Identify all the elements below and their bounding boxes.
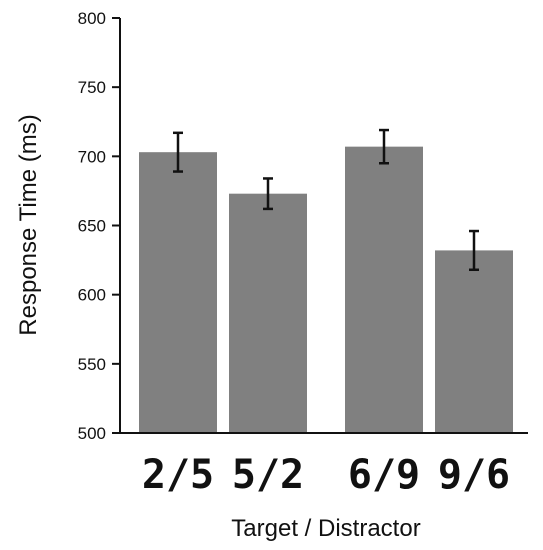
error-bar (173, 131, 183, 173)
y-tick-label: 600 (78, 286, 106, 305)
x-category-label: 9/6 (438, 452, 510, 498)
x-category-label: 5/2 (232, 452, 304, 498)
error-bar (469, 229, 479, 272)
bar-2-5 (139, 152, 217, 433)
y-tick-label: 500 (78, 424, 106, 443)
error-bars-group (173, 128, 479, 272)
y-ticks-group: 500 550 600 650 700 750 800 (78, 9, 120, 443)
y-axis-title: Response Time (ms) (15, 114, 42, 335)
y-tick-label: 750 (78, 78, 106, 97)
bar-5-2 (229, 193, 307, 433)
bar-9-6 (435, 250, 513, 433)
x-category-label: 2/5 (142, 452, 214, 498)
x-category-labels: 2/5 5/2 6/9 9/6 (142, 452, 510, 498)
x-category-label: 6/9 (348, 452, 420, 498)
x-axis-title: Target / Distractor (231, 515, 420, 542)
y-tick-label: 650 (78, 217, 106, 236)
y-tick-label: 550 (78, 355, 106, 374)
y-tick-label: 700 (78, 147, 106, 166)
bars-group (139, 146, 513, 433)
y-tick-label: 800 (78, 9, 106, 28)
error-bar (379, 128, 389, 165)
error-bar (263, 177, 273, 211)
bar-6-9 (345, 146, 423, 433)
